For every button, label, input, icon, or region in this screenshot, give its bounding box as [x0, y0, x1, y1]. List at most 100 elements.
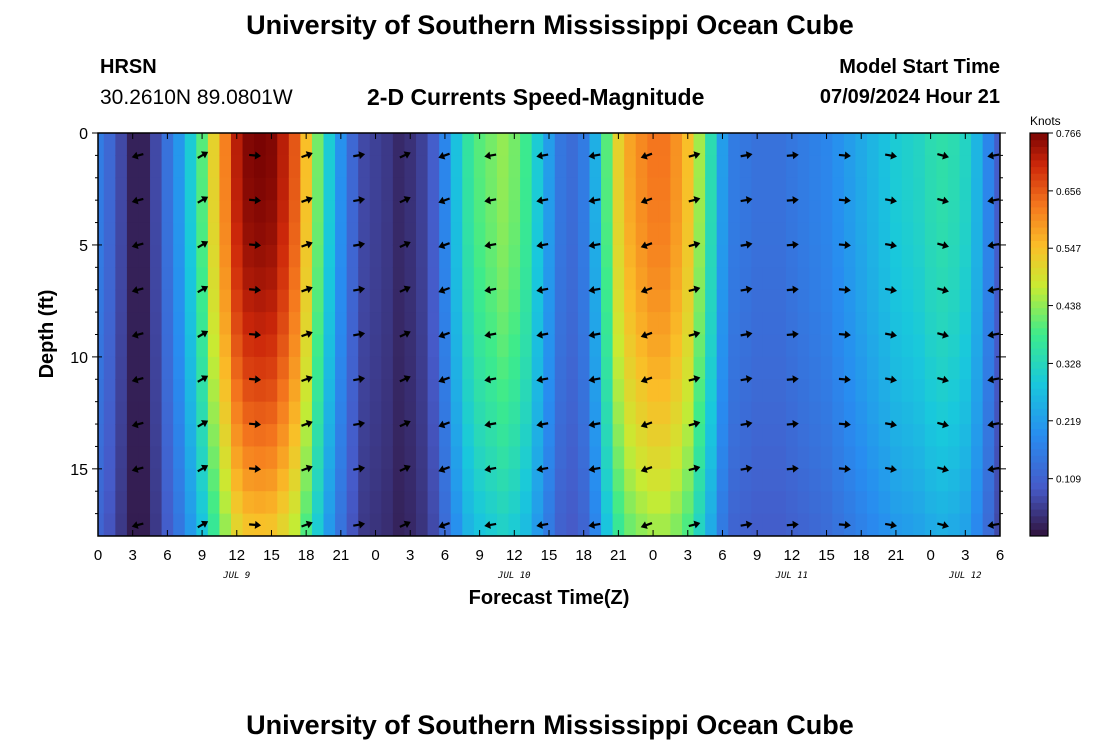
heatmap-cell	[577, 312, 591, 336]
heatmap-cell	[809, 468, 822, 492]
heatmap-cell	[207, 356, 221, 380]
heatmap-cell	[681, 491, 695, 515]
heatmap-cell	[554, 244, 567, 268]
current-vectors	[131, 151, 1000, 529]
current-arrow	[640, 465, 653, 473]
current-arrow	[740, 285, 753, 294]
heatmap-cell	[531, 200, 544, 224]
heatmap-cell	[890, 312, 903, 336]
heatmap-cell	[832, 267, 845, 291]
x-tick-label: 3	[129, 547, 137, 564]
heatmap-cell	[161, 446, 174, 470]
heatmap-cell	[601, 244, 614, 268]
heatmap-cell	[913, 401, 926, 425]
heatmap-cell	[890, 133, 903, 156]
heatmap-cell	[647, 424, 660, 448]
heatmap-cell	[716, 177, 729, 201]
heatmap-cell	[173, 200, 186, 224]
heatmap-cell	[658, 424, 672, 448]
heatmap-cell	[103, 200, 116, 224]
colorbar-segment	[1030, 475, 1048, 483]
heatmap-cell	[416, 491, 429, 515]
x-tick-label: 3	[406, 547, 414, 564]
heatmap-cell	[98, 200, 105, 224]
heatmap-cell	[797, 446, 810, 470]
heatmap-cell	[589, 491, 602, 515]
heatmap-cell	[392, 334, 406, 358]
heatmap-cell	[473, 379, 486, 403]
heatmap-cell	[982, 356, 995, 380]
heatmap-cell	[496, 177, 510, 201]
heatmap-cell	[936, 133, 949, 156]
heatmap-cell	[300, 446, 313, 470]
heatmap-cell	[601, 133, 614, 156]
heatmap-cell	[115, 289, 128, 313]
heatmap-cell	[277, 267, 290, 291]
y-tick-label: 0	[79, 126, 88, 143]
heatmap-cell	[809, 513, 822, 536]
heatmap-cell	[508, 222, 521, 246]
current-arrow	[249, 241, 262, 249]
heatmap-cell	[693, 222, 706, 246]
day-label: JUL 12	[948, 571, 982, 581]
heatmap-cell	[358, 379, 371, 403]
heatmap-cell	[601, 267, 614, 291]
heatmap-cell	[855, 133, 868, 156]
heatmap-cell	[427, 401, 440, 425]
heatmap-cell	[311, 177, 325, 201]
heatmap-cell	[346, 200, 359, 224]
colorbar-segment	[1030, 294, 1048, 302]
colorbar-segment	[1030, 361, 1048, 369]
heatmap-cell	[173, 356, 186, 380]
heatmap-cell	[242, 334, 255, 358]
heatmap-cell	[762, 334, 776, 358]
heatmap-cell	[242, 200, 255, 224]
heatmap-cell	[115, 424, 128, 448]
heatmap-cell	[369, 379, 382, 403]
heatmap-cell	[878, 379, 891, 403]
heatmap-cell	[219, 289, 232, 313]
heatmap-cell	[716, 312, 729, 336]
current-arrow	[197, 285, 209, 294]
current-arrow	[438, 241, 450, 250]
colorbar-segment	[1030, 213, 1048, 221]
colorbar-segment	[1030, 173, 1048, 181]
heatmap-cell	[150, 177, 163, 201]
heatmap-cell	[786, 244, 799, 268]
heatmap-cell	[832, 177, 845, 201]
heatmap-cell	[520, 222, 533, 246]
heatmap-cell	[404, 513, 417, 536]
heatmap-cell	[207, 424, 221, 448]
heatmap-cell	[369, 334, 382, 358]
heatmap-cell	[358, 446, 371, 470]
heatmap-cell	[277, 200, 290, 224]
heatmap-cell	[577, 177, 591, 201]
heatmap-cell	[577, 334, 591, 358]
heatmap-cell	[612, 200, 625, 224]
heatmap-cell	[230, 424, 244, 448]
heatmap-cell	[809, 401, 822, 425]
heatmap-cell	[716, 379, 729, 403]
current-arrow	[884, 241, 897, 250]
heatmap-cell	[520, 379, 533, 403]
heatmap-cell	[265, 133, 278, 156]
heatmap-cell	[820, 289, 833, 313]
heatmap-cell	[531, 491, 544, 515]
heatmap-cell	[496, 133, 510, 156]
heatmap-cell	[947, 356, 961, 380]
heatmap-cell	[705, 491, 718, 515]
heatmap-cell	[820, 155, 833, 179]
current-arrow	[740, 520, 753, 529]
heatmap-cell	[427, 222, 440, 246]
heatmap-cell	[635, 289, 648, 313]
heatmap-cell	[103, 513, 116, 536]
heatmap-cell	[716, 244, 729, 268]
heatmap-cell	[890, 244, 903, 268]
heatmap-cell	[855, 155, 868, 179]
heatmap-cell	[820, 222, 833, 246]
heatmap-cell	[184, 513, 197, 536]
heatmap-cell	[138, 379, 151, 403]
x-tick-label: 9	[198, 547, 206, 564]
heatmap-cell	[820, 177, 833, 201]
heatmap-cell	[705, 334, 718, 358]
